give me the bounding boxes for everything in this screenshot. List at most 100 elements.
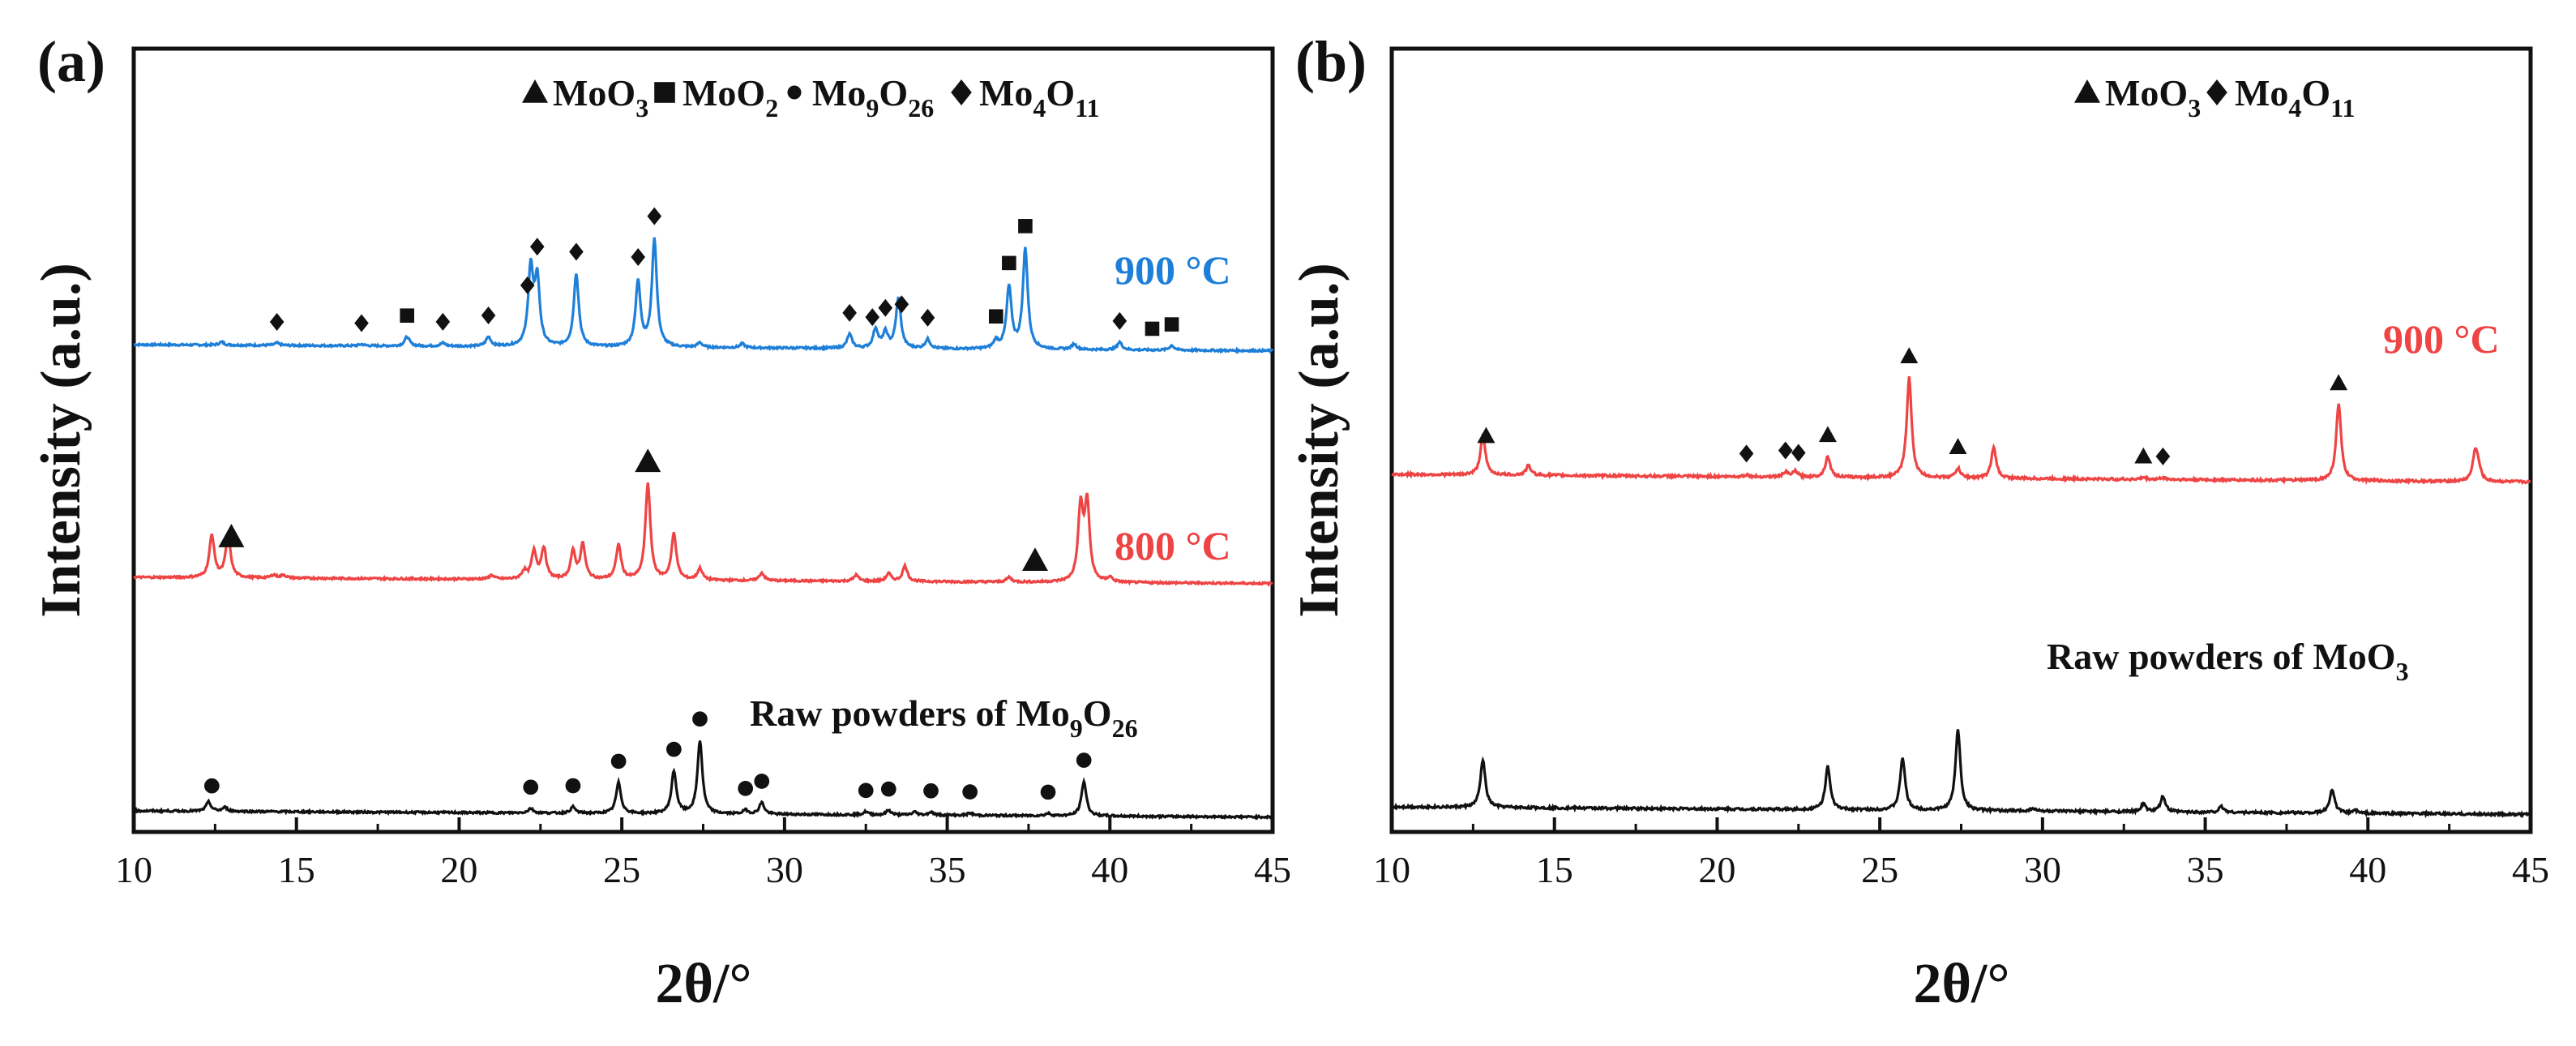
panel-a-x-ticks: 10 15 20 25 30 35 40 45	[115, 817, 1291, 890]
x-tick-label: 20	[1698, 849, 1735, 890]
phase-marker	[2134, 447, 2153, 464]
panel-a-y-label: Intensity (a.u.)	[30, 263, 92, 618]
phase-marker	[1076, 752, 1092, 768]
x-tick-label: 35	[929, 849, 966, 890]
phase-marker	[865, 308, 880, 327]
panel-b-y-label: Intensity (a.u.)	[1288, 263, 1350, 618]
phase-marker	[1145, 321, 1160, 337]
x-tick-label: 25	[603, 849, 640, 890]
phase-marker	[923, 782, 939, 799]
x-tick-label: 40	[2349, 849, 2386, 890]
panel-b-legend: MoO3 Mo4O11	[2074, 72, 2355, 122]
phase-marker	[880, 781, 896, 797]
panel-b-frame	[1389, 46, 2533, 834]
x-tick-label: 30	[2024, 849, 2061, 890]
legend-entry: MoO2	[683, 72, 778, 122]
phase-marker	[647, 207, 662, 225]
x-tick-label: 10	[115, 849, 152, 890]
phase-marker	[754, 774, 770, 789]
phase-marker	[1164, 317, 1179, 332]
legend-symbol	[2206, 79, 2227, 105]
phase-marker	[523, 779, 539, 795]
panel-b-letter: (b)	[1295, 29, 1367, 94]
panel-a-traces	[133, 237, 1274, 821]
phase-marker	[1477, 427, 1496, 444]
xrd-trace	[133, 237, 1274, 355]
phase-marker	[1040, 784, 1056, 800]
phase-marker	[218, 524, 245, 547]
phase-marker	[400, 308, 414, 324]
legend-symbol	[951, 79, 972, 105]
x-tick-label: 40	[1091, 849, 1128, 890]
phase-marker	[920, 308, 935, 327]
phase-marker	[1949, 438, 1967, 454]
legend-entry: Mo9O26	[812, 72, 934, 122]
panel-a-800-label: 800 °C	[1115, 523, 1231, 568]
legend-entry: MoO3	[553, 72, 648, 122]
panel-a-x-label: 2θ/°	[656, 953, 752, 1015]
x-tick-label: 10	[1373, 849, 1410, 890]
panel-b-markers	[1477, 347, 2348, 465]
phase-marker	[1021, 547, 1048, 572]
phase-marker	[894, 295, 909, 314]
legend-symbol	[2074, 79, 2100, 103]
x-tick-label: 30	[766, 849, 803, 890]
panel-a-legend: MoO3 MoO2 Mo9O26 Mo4O11	[522, 72, 1099, 122]
panel-a-raw-label: Raw powders of Mo9O26	[750, 692, 1138, 743]
phase-marker	[1778, 441, 1793, 460]
xrd-trace	[1390, 729, 2532, 819]
panel-b-raw-label: Raw powders of MoO3	[2047, 636, 2409, 686]
x-tick-label: 15	[278, 849, 315, 890]
phase-marker	[631, 248, 646, 267]
panel-b-900-label: 900 °C	[2383, 316, 2500, 362]
phase-marker	[435, 312, 451, 331]
phase-marker	[1739, 444, 1754, 463]
panel-b: (b) 10 15 20 25 30 35 40 45 MoO3 Mo4O11 Intensit…	[1288, 29, 2549, 1015]
phase-marker	[354, 314, 369, 332]
phase-marker	[1791, 444, 1806, 462]
xrd-trace	[133, 482, 1273, 588]
legend-entry: MoO3	[2105, 72, 2201, 122]
phase-marker	[842, 303, 857, 322]
legend-entry: Mo4O11	[2235, 72, 2355, 122]
xrd-trace	[133, 740, 1273, 821]
phase-marker	[666, 741, 682, 757]
phase-marker	[988, 309, 1003, 324]
phase-marker	[529, 238, 545, 256]
x-tick-label: 45	[1254, 849, 1291, 890]
phase-marker	[1112, 311, 1128, 330]
panel-a-letter: (a)	[37, 29, 105, 94]
x-tick-label: 45	[2512, 849, 2549, 890]
legend-symbol	[654, 82, 675, 103]
x-tick-label: 15	[1536, 849, 1573, 890]
panel-a-900-label: 900 °C	[1115, 247, 1231, 293]
phase-marker	[635, 448, 661, 473]
x-tick-label: 35	[2187, 849, 2224, 890]
phase-marker	[858, 782, 874, 799]
panel-b-x-ticks: 10 15 20 25 30 35 40 45	[1373, 817, 2549, 890]
phase-marker	[1900, 347, 1919, 364]
phase-marker	[481, 307, 496, 325]
phase-marker	[1818, 426, 1837, 443]
xrd-trace	[1391, 375, 2531, 486]
panel-b-x-label: 2θ/°	[1914, 953, 2010, 1015]
legend-symbol	[522, 79, 548, 103]
phase-marker	[2330, 374, 2348, 391]
panel-b-traces	[1390, 375, 2532, 819]
phase-marker	[2155, 447, 2171, 465]
phase-marker	[569, 242, 584, 261]
phase-marker	[565, 778, 581, 794]
x-tick-label: 25	[1861, 849, 1898, 890]
phase-marker	[520, 276, 535, 294]
phase-marker	[269, 313, 285, 332]
legend-symbol	[787, 85, 802, 100]
panel-a-markers	[203, 207, 1179, 800]
phase-marker	[962, 784, 978, 800]
panel-a: (a) 10 15 20 25 30 35 40 45 MoO3 MoO2 Mo9O26 Mo4O1…	[30, 29, 1291, 1015]
phase-marker	[878, 298, 893, 317]
phase-marker	[692, 711, 708, 727]
phase-marker	[203, 778, 220, 794]
phase-marker	[1002, 255, 1016, 271]
phase-marker	[1018, 219, 1033, 234]
